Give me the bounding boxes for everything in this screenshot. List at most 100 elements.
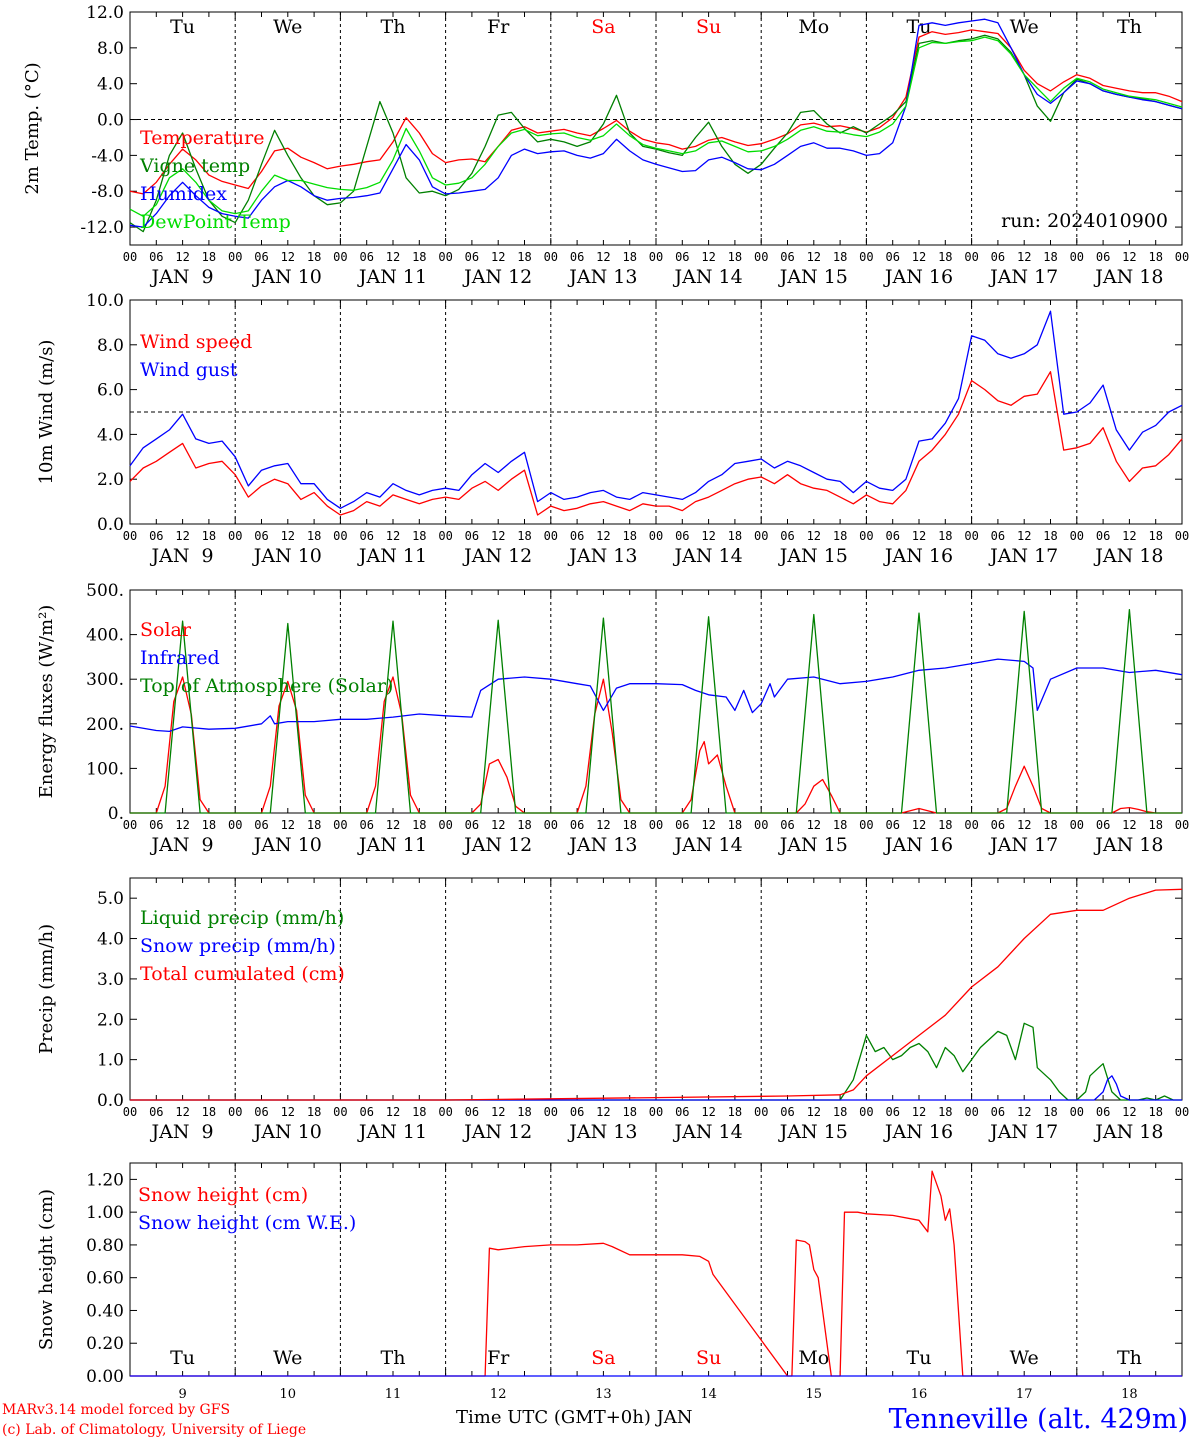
wind-hour-label: 12	[596, 529, 610, 543]
snow-day-name: Th	[1117, 1347, 1142, 1369]
precip-hour-label: 12	[491, 1105, 505, 1119]
precip-hour-label: 00	[1175, 1105, 1189, 1119]
flux-hour-label: 12	[281, 818, 295, 832]
flux-hour-label: 00	[649, 818, 663, 832]
flux-hour-label: 18	[517, 818, 531, 832]
temp-y-axis-label: 2m Temp. (°C)	[22, 62, 43, 194]
wind-hour-label: 18	[728, 529, 742, 543]
precip-hour-label: 00	[859, 1105, 873, 1119]
flux-legend-entry: Infrared	[140, 647, 220, 669]
temp-hour-label: 06	[570, 250, 584, 264]
precip-date-label: JAN 12	[462, 1121, 532, 1143]
flux-y-tick-label: 300.	[86, 670, 124, 690]
flux-hour-label: 00	[123, 818, 137, 832]
wind-hour-label: 06	[465, 529, 479, 543]
snow-legend-entry: Snow height (cm W.E.)	[138, 1212, 356, 1234]
wind-y-tick-label: 0.0	[97, 515, 124, 535]
temp-legend-entry: Temperature	[140, 127, 264, 149]
temp-hour-label: 12	[175, 250, 189, 264]
wind-hour-label: 06	[780, 529, 794, 543]
snow-day-number: 11	[385, 1387, 402, 1402]
temp-date-label: JAN 16	[883, 266, 953, 288]
snow-day-number: 14	[700, 1387, 717, 1402]
flux-hour-label: 18	[938, 818, 952, 832]
flux-legend-entry: Top of Atmosphere (Solar)	[140, 675, 393, 697]
precip-legend-entry: Liquid precip (mm/h)	[140, 907, 344, 929]
precip-hour-label: 12	[701, 1105, 715, 1119]
precip-hour-label: 06	[254, 1105, 268, 1119]
temp-hour-label: 12	[281, 250, 295, 264]
wind-hour-label: 12	[175, 529, 189, 543]
wind-hour-label: 18	[202, 529, 216, 543]
temp-hour-label: 00	[649, 250, 663, 264]
snow-y-axis-label: Snow height (cm)	[36, 1189, 57, 1350]
wind-hour-label: 12	[281, 529, 295, 543]
temp-day-name: Th	[381, 16, 406, 38]
wind-date-label: JAN 11	[357, 545, 427, 567]
flux-hour-label: 18	[202, 818, 216, 832]
precip-hour-label: 18	[307, 1105, 321, 1119]
temp-day-name: Fr	[487, 16, 510, 38]
flux-hour-label: 12	[912, 818, 926, 832]
snow-y-tick-label: 1.00	[86, 1203, 124, 1223]
flux-hour-label: 00	[1070, 818, 1084, 832]
temp-date-label: JAN 9	[150, 266, 214, 288]
precip-date-label: JAN 11	[357, 1121, 427, 1143]
precip-y-tick-label: 2.0	[97, 1010, 124, 1030]
temp-date-label: JAN 17	[988, 266, 1058, 288]
credit-line-1: MARv3.14 model forced by GFS	[2, 1402, 230, 1418]
flux-date-label: JAN 13	[567, 834, 637, 856]
snow-day-name: Sa	[591, 1347, 615, 1369]
temp-hour-label: 12	[701, 250, 715, 264]
wind-date-label: JAN 12	[462, 545, 532, 567]
wind-hour-label: 06	[675, 529, 689, 543]
temp-hour-label: 18	[202, 250, 216, 264]
flux-date-label: JAN 18	[1093, 834, 1163, 856]
wind-hour-label: 12	[701, 529, 715, 543]
precip-date-label: JAN 18	[1093, 1121, 1163, 1143]
flux-hour-label: 06	[149, 818, 163, 832]
temp-day-name: Mo	[798, 16, 829, 38]
precip-hour-label: 12	[912, 1105, 926, 1119]
flux-hour-label: 06	[885, 818, 899, 832]
precip-date-label: JAN 15	[778, 1121, 848, 1143]
panel-snow: 0.00 0.20 0.40 0.60 0.80 1.00 1.20 Snow height …	[36, 1162, 1183, 1402]
flux-y-tick-label: 400.	[86, 626, 124, 646]
wind-hour-label: 12	[1017, 529, 1031, 543]
x-axis-label: Time UTC (GMT+0h) JAN	[456, 1407, 693, 1428]
temp-date-label: JAN 15	[778, 266, 848, 288]
wind-hour-label: 06	[991, 529, 1005, 543]
precip-hour-label: 06	[780, 1105, 794, 1119]
temp-date-label: JAN 12	[462, 266, 532, 288]
panel-temp: -12.0 -8.0 -4.0 0.0 4.0 8.0 12.0 2m Temp. (°C) 0…	[22, 3, 1189, 288]
credit-line-2: (c) Lab. of Climatology, University of L…	[2, 1422, 306, 1438]
wind-date-label: JAN 18	[1093, 545, 1163, 567]
wind-date-label: JAN 16	[883, 545, 953, 567]
flux-hour-label: 06	[675, 818, 689, 832]
wind-date-label: JAN 10	[252, 545, 322, 567]
temp-hour-label: 18	[833, 250, 847, 264]
snow-y-tick-label: 0.20	[86, 1334, 124, 1354]
temp-y-tick-label: 0.0	[97, 111, 124, 131]
precip-date-label: JAN 13	[567, 1121, 637, 1143]
precip-legend-entry: Total cumulated (cm)	[140, 963, 345, 985]
wind-hour-label: 18	[833, 529, 847, 543]
snow-day-name: Su	[696, 1347, 721, 1369]
flux-hour-label: 06	[254, 818, 268, 832]
snow-day-name: Th	[381, 1347, 406, 1369]
snow-day-number: 18	[1121, 1387, 1138, 1402]
precip-hour-label: 06	[675, 1105, 689, 1119]
temp-hour-label: 00	[964, 250, 978, 264]
temp-day-name: Sa	[591, 16, 615, 38]
flux-y-tick-label: 100.	[86, 759, 124, 779]
temp-hour-label: 12	[491, 250, 505, 264]
flux-hour-label: 06	[570, 818, 584, 832]
panels-layer: -12.0 -8.0 -4.0 0.0 4.0 8.0 12.0 2m Temp. (°C) 0…	[22, 3, 1189, 1402]
flux-hour-label: 12	[1017, 818, 1031, 832]
wind-y-tick-label: 4.0	[97, 425, 124, 445]
snow-day-name: Tu	[907, 1347, 932, 1369]
flux-hour-label: 12	[1122, 818, 1136, 832]
panel-precip: 0.0 1.0 2.0 3.0 4.0 5.0 Precip (mm/h) 00 06 12 18 0…	[36, 877, 1189, 1143]
precip-hour-label: 00	[754, 1105, 768, 1119]
